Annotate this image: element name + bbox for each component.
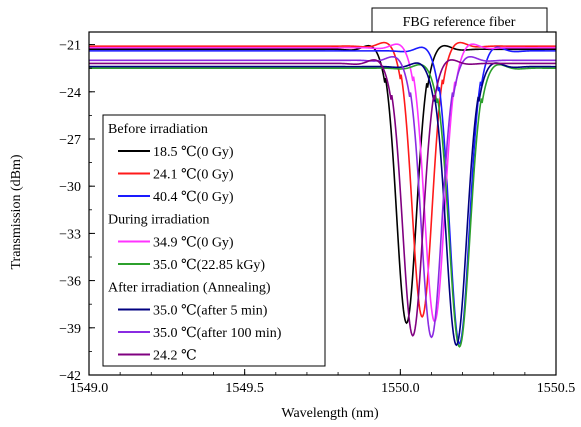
legend-entry: 35.0 ℃(after 5 min) <box>153 304 268 319</box>
x-axis-label: Wavelength (nm) <box>281 406 379 421</box>
y-axis-label: Transmission (dBm) <box>9 154 24 269</box>
y-tick-label: −33 <box>59 227 81 242</box>
x-tick-label: 1549.5 <box>225 381 264 396</box>
legend-entry: 40.4 ℃(0 Gy) <box>153 190 234 205</box>
series-line-4 <box>89 43 556 323</box>
y-tick-label: −42 <box>59 369 81 384</box>
y-tick-label: −21 <box>59 39 81 54</box>
series-line-7 <box>89 55 556 339</box>
legend-entry: 35.0 ℃(22.85 kGy) <box>153 258 265 273</box>
chart-title: FBG reference fiber <box>403 15 516 30</box>
series-line-2 <box>89 41 556 318</box>
legend-entry: 24.2 ℃ <box>153 349 197 364</box>
x-tick-label: 1550.5 <box>537 381 576 396</box>
series-curves <box>89 41 556 348</box>
y-tick-label: −30 <box>59 180 81 195</box>
legend-entry: 24.1 ℃(0 Gy) <box>153 168 234 183</box>
legend-group-heading: During irradiation <box>108 213 209 228</box>
axes: 1549.0 1549.5 1550.0 1550.5 −21 −24 −27 −30 −33 −… <box>59 31 576 396</box>
chart-title-box: FBG reference fiber <box>371 7 548 33</box>
legend-group-heading: Before irradiation <box>108 122 208 137</box>
y-tick-label: −27 <box>59 133 81 148</box>
y-tick-label: −39 <box>59 322 81 337</box>
series-line-1 <box>89 44 556 325</box>
series-line-8 <box>89 59 556 337</box>
legend: Before irradiation 18.5 ℃(0 Gy) 24.1 ℃(0 G… <box>102 114 326 367</box>
x-tick-label: 1550.0 <box>381 381 420 396</box>
legend-entry: 18.5 ℃(0 Gy) <box>153 145 234 160</box>
legend-group-heading: After irradiation (Annealing) <box>108 281 271 296</box>
series-line-6 <box>89 62 556 347</box>
y-tick-label: −24 <box>59 86 81 101</box>
y-tick-label: −36 <box>59 275 81 290</box>
x-tick-label: 1549.0 <box>70 381 109 396</box>
series-line-5 <box>89 63 556 348</box>
plot-frame <box>88 31 557 376</box>
legend-entry: 34.9 ℃(0 Gy) <box>153 236 234 251</box>
legend-entry: 35.0 ℃(after 100 min) <box>153 326 282 341</box>
